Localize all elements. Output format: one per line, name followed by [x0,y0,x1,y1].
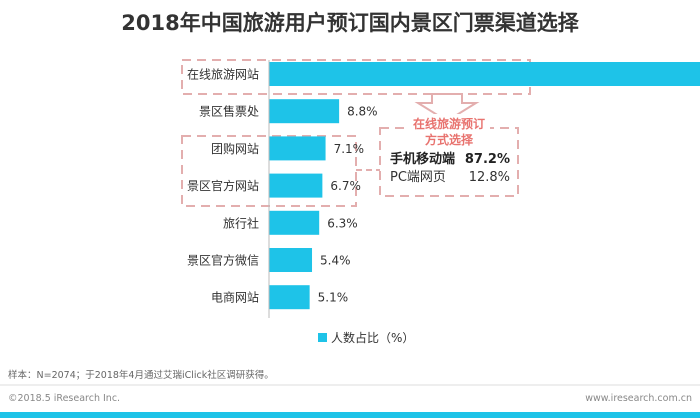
category-label: 景区官方微信 [187,253,259,268]
callout-item-value: 12.8% [469,170,510,185]
callout-title-line2: 方式选择 [425,132,474,147]
bars-group: 在线旅游网站59.7%景区售票处8.8%团购网站7.1%景区官方网站6.7%旅行… [187,62,700,310]
value-label: 5.1% [318,291,349,305]
bar [269,285,310,310]
bar [269,62,700,86]
category-label: 电商网站 [211,290,259,305]
legend-label: 人数占比（%） [331,330,414,345]
bottom-accent-bar [0,412,700,418]
bar [269,136,326,161]
chart-title: 2018年中国旅游用户预订国内景区门票渠道选择 [121,11,579,35]
callout-item-value: 87.2% [465,152,510,167]
website-text: www.iresearch.com.cn [585,393,692,404]
callout-item-label: 手机移动端 [390,151,455,167]
sample-note: 样本：N=2074；于2018年4月通过艾瑞iClick社区调研获得。 [8,369,274,381]
category-label: 景区官方网站 [187,178,259,193]
callout-title-line1: 在线旅游预订 [413,116,485,131]
bar [269,210,320,235]
callout-title-bg [408,114,490,150]
category-label: 在线旅游网站 [187,68,259,82]
callout-item-label: PC端网页 [390,170,446,185]
value-label: 6.7% [330,179,361,193]
value-label: 7.1% [334,142,365,156]
bar [269,248,313,272]
bar [269,99,340,124]
bar [269,173,323,198]
category-label: 团购网站 [211,141,259,156]
legend-swatch [318,333,327,342]
copyright-text: ©2018.5 iResearch Inc. [8,393,120,404]
category-label: 景区售票处 [199,104,259,119]
category-label: 旅行社 [223,215,259,230]
value-label: 8.8% [347,105,378,119]
value-label: 5.4% [320,254,351,268]
callout-arrow [414,93,480,123]
value-label: 6.3% [327,216,358,230]
